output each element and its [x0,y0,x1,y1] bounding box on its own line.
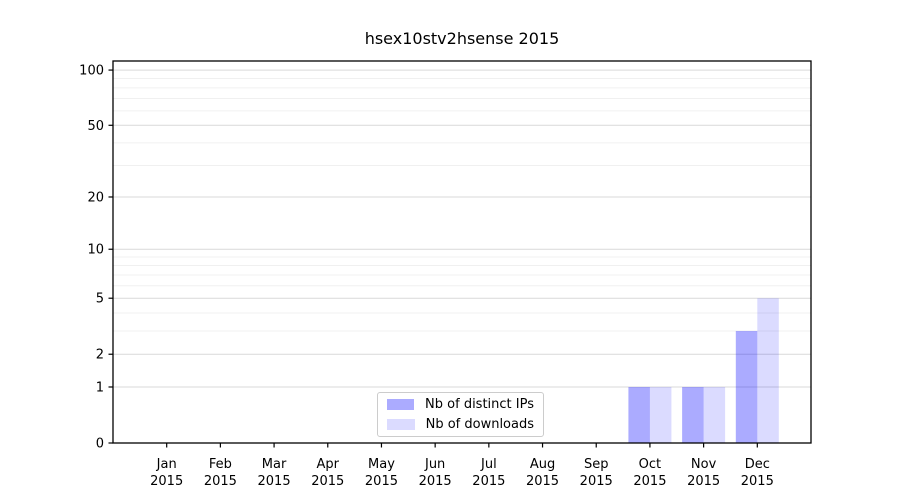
x-tick-label-month: Oct [639,457,661,472]
legend-item-downloads: Nb of downloads [387,417,534,432]
x-tick-label-month: Nov [691,457,717,472]
x-tick-label-month: Feb [209,457,232,472]
y-tick-label: 1 [96,380,104,395]
bar [628,386,650,443]
y-tick-label: 0 [96,437,104,452]
plot-frame [112,60,812,444]
x-tick-label-year: 2015 [311,474,344,489]
x-tick-label-year: 2015 [204,474,237,489]
y-axis: 0 1 2 5 10 20 50 100 [79,64,113,452]
x-axis: Jan 2015 Feb 2015 Mar 2015 Apr 2015 May 2015 Jun 20… [150,443,774,489]
x-tick-label-month: Aug [530,457,555,472]
bar [682,386,704,443]
bar [735,330,758,443]
legend-item-distinct-ips: Nb of distinct IPs [387,397,534,412]
y-tick-label: 10 [87,243,104,258]
x-tick-label-month: Jun [424,457,445,472]
bar [703,386,726,443]
x-tick-label-year: 2015 [150,474,183,489]
x-tick-label-month: Dec [745,457,770,472]
bar [757,298,779,443]
x-tick-label-month: Apr [317,457,340,472]
legend-label-downloads: Nb of downloads [425,417,534,432]
legend-swatch-downloads [387,419,415,430]
x-tick-label-year: 2015 [526,474,559,489]
bars-series-1 [649,298,779,443]
x-tick-label-month: May [368,457,395,472]
x-tick-label-year: 2015 [687,474,720,489]
x-tick-label-month: Sep [584,457,609,472]
x-tick-label-year: 2015 [633,474,666,489]
bar [649,386,672,443]
x-tick-label-year: 2015 [580,474,613,489]
y-minor-gridlines [113,77,811,332]
y-tick-label: 5 [96,292,104,307]
legend-swatch-distinct-ips [387,399,415,410]
bars-series-0 [628,330,758,443]
y-tick-label: 100 [79,64,104,79]
legend: Nb of distinct IPs Nb of downloads [377,392,544,437]
x-tick-label-year: 2015 [419,474,452,489]
x-tick-label-year: 2015 [258,474,291,489]
x-tick-label-month: Jan [156,457,177,472]
y-major-gridlines [113,69,811,388]
chart-title: hsex10stv2hsense 2015 [364,29,560,48]
x-tick-label-year: 2015 [472,474,505,489]
y-tick-label: 50 [87,119,104,134]
y-tick-label: 2 [96,348,104,363]
x-tick-label-year: 2015 [741,474,774,489]
x-tick-label-year: 2015 [365,474,398,489]
y-tick-label: 20 [87,190,104,205]
x-tick-label-month: Mar [262,457,287,472]
legend-label-distinct-ips: Nb of distinct IPs [425,397,534,412]
x-tick-label-month: Jul [480,457,497,472]
